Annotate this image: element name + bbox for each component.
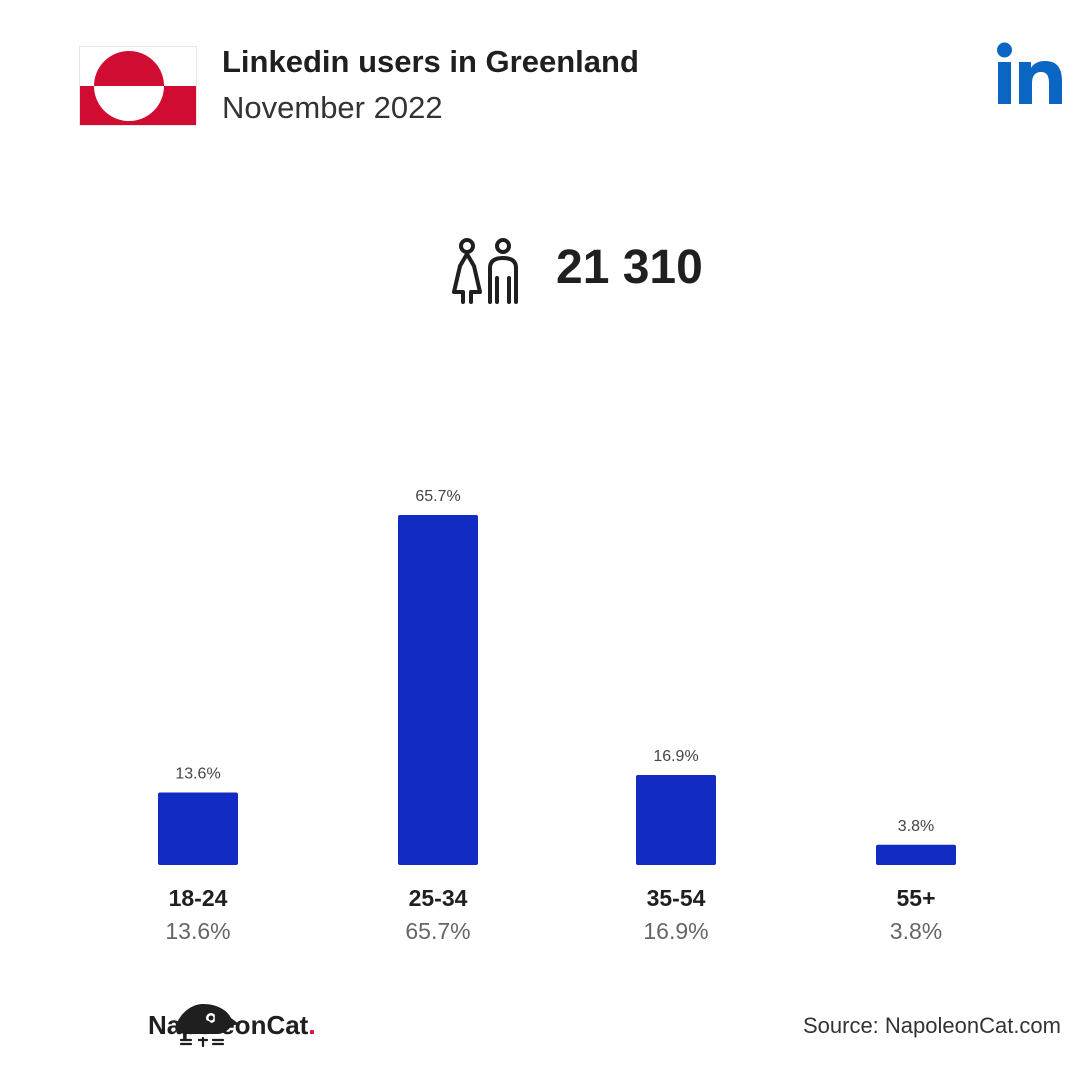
bar-18-24 bbox=[158, 792, 238, 865]
greenland-flag-icon bbox=[79, 46, 197, 126]
bar-data-label: 16.9% bbox=[653, 748, 698, 765]
category-label: 25-34 bbox=[409, 885, 468, 911]
category-percent-label: 13.6% bbox=[165, 918, 230, 944]
bar-data-label: 3.8% bbox=[898, 818, 934, 835]
chart-title: Linkedin users in Greenland bbox=[222, 44, 639, 79]
chart-subtitle: November 2022 bbox=[222, 90, 443, 125]
bar-data-label: 65.7% bbox=[415, 488, 460, 505]
source-label: Source: NapoleonCat.com bbox=[802, 1013, 1061, 1038]
bar-25-34 bbox=[398, 515, 478, 865]
napoleoncat-logo-icon bbox=[175, 1004, 239, 1048]
category-label: 55+ bbox=[896, 885, 935, 911]
linkedin-logo-icon bbox=[997, 42, 1062, 104]
bar-data-label: 13.6% bbox=[175, 766, 220, 783]
bar-35-54 bbox=[636, 774, 716, 865]
category-percent-label: 3.8% bbox=[890, 918, 942, 944]
category-label: 35-54 bbox=[647, 885, 706, 911]
bar-55+ bbox=[876, 844, 956, 865]
brand-name: NapoleonCat. bbox=[148, 1010, 316, 1040]
total-users-value: 21 310 bbox=[556, 241, 703, 294]
category-percent-label: 65.7% bbox=[405, 918, 470, 944]
category-percent-label: 16.9% bbox=[643, 918, 708, 944]
people-icon bbox=[452, 238, 518, 304]
category-label: 18-24 bbox=[169, 885, 228, 911]
